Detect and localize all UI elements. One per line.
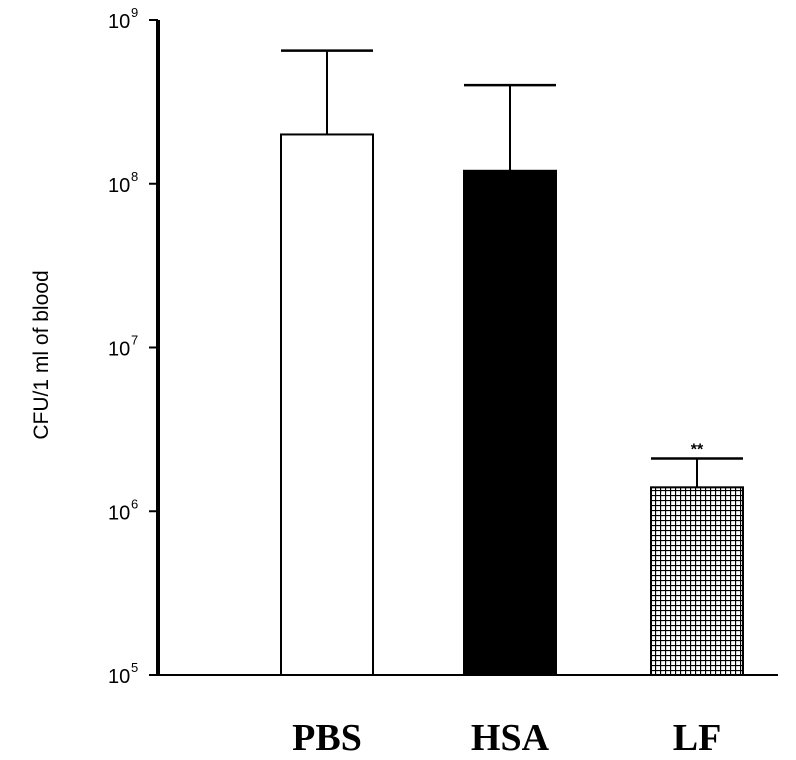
- y-tick-exponent: 9: [131, 5, 138, 20]
- bar-lf: [650, 486, 744, 676]
- x-category-label: LF: [673, 717, 722, 759]
- y-tick-label: 10: [108, 175, 130, 197]
- significance-annotation: **: [691, 441, 704, 458]
- y-tick-label: 10: [108, 11, 130, 33]
- x-category-label: HSA: [471, 717, 550, 759]
- x-axis-labels: PBS HSA LF: [292, 717, 721, 759]
- y-tick-exponent: 5: [131, 660, 138, 675]
- y-tick-exponent: 6: [131, 496, 138, 511]
- bars-group: **: [280, 49, 744, 677]
- bar-hsa: [463, 169, 557, 677]
- y-tick-label: 10: [108, 666, 130, 688]
- y-tick-exponent: 8: [131, 169, 138, 184]
- y-tick-exponent: 7: [131, 333, 138, 348]
- x-category-label: PBS: [292, 717, 362, 759]
- y-axis-label: CFU/1 ml of blood: [30, 270, 53, 439]
- y-tick-label: 10: [108, 502, 130, 524]
- bar-pbs: [280, 133, 374, 676]
- y-tick-label: 10: [108, 339, 130, 361]
